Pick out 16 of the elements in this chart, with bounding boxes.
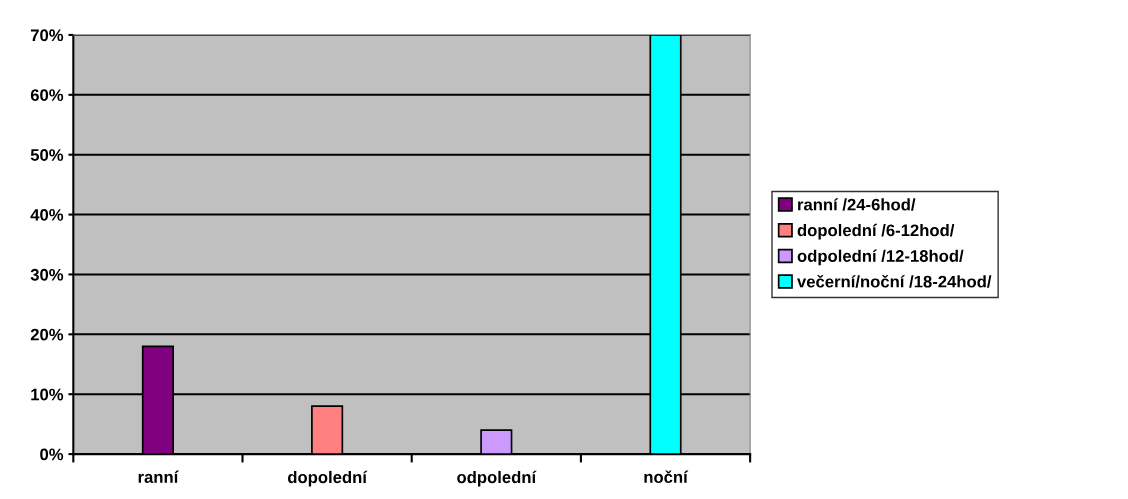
y-tick-label: 10% [31, 388, 64, 401]
y-tick-label: 40% [30, 208, 64, 221]
legend-label: večerní/noční /18-24hod/ [797, 274, 992, 288]
y-tick-label: 60% [30, 89, 64, 102]
x-tick-label: odpolední [457, 470, 537, 487]
legend-label: dopolední /6-12hod/ [797, 223, 955, 240]
legend-label: odpolední /12-18hod/ [797, 249, 964, 266]
y-tick-label: 70% [30, 29, 64, 42]
legend-label: ranní /24-6hod/ [798, 198, 916, 211]
x-tick-label: noční [644, 470, 689, 483]
x-tick-label: ranní [138, 470, 179, 483]
y-tick-label: 0% [40, 448, 64, 461]
y-tick-label: 50% [30, 149, 64, 161]
x-tick-label: dopolední [288, 470, 368, 487]
y-tick-label: 30% [30, 268, 64, 281]
y-tick-label: 20% [30, 328, 64, 341]
